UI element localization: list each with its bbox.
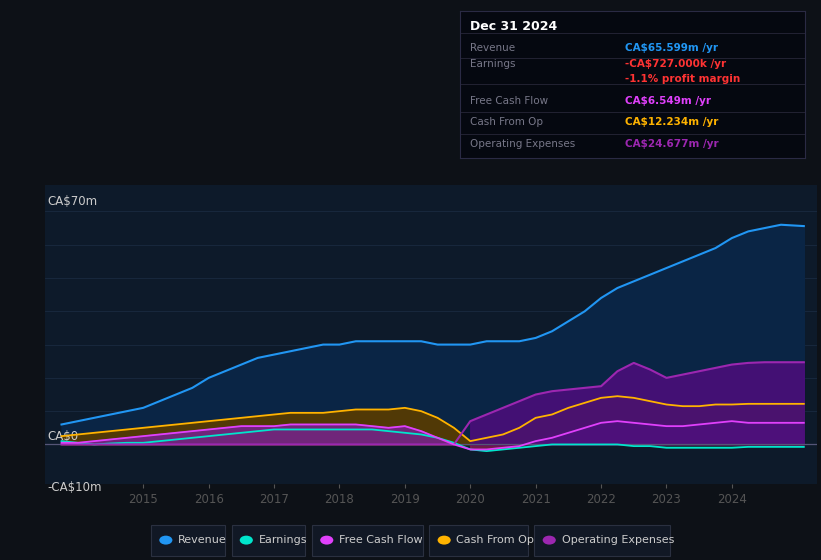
Text: -1.1% profit margin: -1.1% profit margin (626, 74, 741, 84)
Text: Dec 31 2024: Dec 31 2024 (470, 20, 557, 33)
Text: Earnings: Earnings (470, 59, 516, 69)
Text: Revenue: Revenue (470, 43, 516, 53)
Text: CA$6.549m /yr: CA$6.549m /yr (626, 96, 711, 106)
Text: Free Cash Flow: Free Cash Flow (339, 535, 423, 545)
Text: -CA$10m: -CA$10m (48, 480, 102, 494)
Text: -CA$727.000k /yr: -CA$727.000k /yr (626, 59, 727, 69)
Text: CA$65.599m /yr: CA$65.599m /yr (626, 43, 718, 53)
Text: Cash From Op: Cash From Op (456, 535, 534, 545)
Text: CA$70m: CA$70m (48, 195, 98, 208)
Text: CA$24.677m /yr: CA$24.677m /yr (626, 139, 719, 149)
Text: Free Cash Flow: Free Cash Flow (470, 96, 548, 106)
Text: Operating Expenses: Operating Expenses (562, 535, 674, 545)
Text: CA$12.234m /yr: CA$12.234m /yr (626, 117, 718, 127)
Text: Cash From Op: Cash From Op (470, 117, 544, 127)
Text: CA$0: CA$0 (48, 430, 79, 443)
Text: Revenue: Revenue (178, 535, 227, 545)
Text: Operating Expenses: Operating Expenses (470, 139, 576, 149)
Text: Earnings: Earnings (259, 535, 307, 545)
